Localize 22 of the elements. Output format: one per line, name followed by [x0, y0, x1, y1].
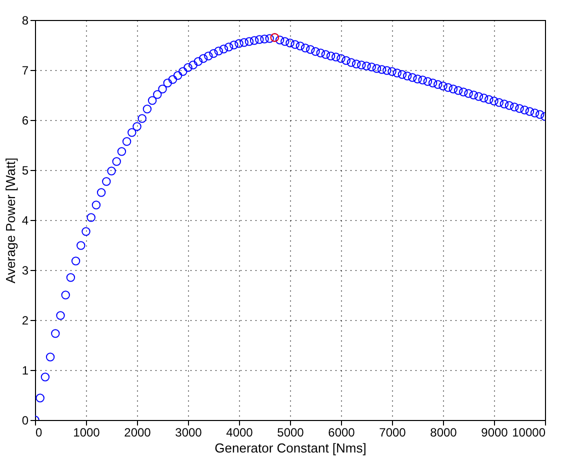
y-tick-label: 7: [22, 64, 29, 78]
y-tick-label: 3: [22, 264, 29, 278]
x-tick-label: 8000: [430, 426, 458, 440]
x-tick-label: 7000: [379, 426, 406, 440]
y-tick-label: 6: [22, 114, 29, 128]
y-tick-label: 4: [22, 214, 29, 228]
x-axis-title: Generator Constant [Nms]: [214, 440, 366, 456]
y-tick-label: 5: [22, 164, 29, 178]
y-tick-label: 0: [22, 414, 29, 428]
x-tick-label: 2000: [124, 426, 152, 440]
y-tick-label: 8: [22, 14, 29, 28]
y-tick-label: 1: [22, 364, 29, 378]
x-tick-label: 10000: [512, 426, 546, 440]
x-tick-label: 3000: [175, 426, 202, 440]
y-axis-title: Average Power [Watt]: [2, 158, 18, 284]
x-tick-label: 9000: [481, 426, 508, 440]
x-tick-label: 6000: [328, 426, 356, 440]
x-tick-label: 1000: [73, 426, 100, 440]
x-tick-label: 4000: [226, 426, 254, 440]
x-tick-label: 5000: [277, 426, 304, 440]
y-tick-label: 2: [22, 314, 29, 328]
x-tick-label: 0: [36, 426, 42, 440]
